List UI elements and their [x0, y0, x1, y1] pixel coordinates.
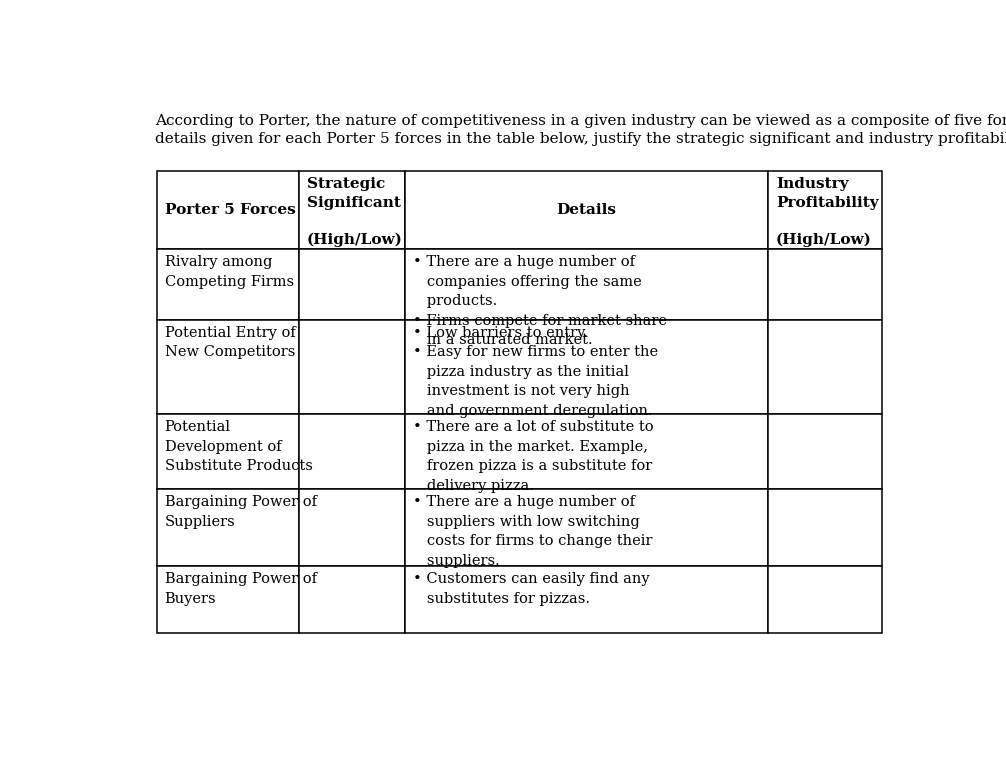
Bar — [404, 489, 769, 566]
Text: • There are a lot of substitute to
   pizza in the market. Example,
   frozen pi: • There are a lot of substitute to pizza… — [412, 420, 653, 493]
Text: Rivalry among
Competing Firms: Rivalry among Competing Firms — [165, 255, 294, 289]
Bar — [299, 171, 404, 249]
Text: According to Porter, the nature of competitiveness in a given industry can be vi: According to Porter, the nature of compe… — [155, 114, 1006, 128]
Bar — [299, 320, 404, 415]
Text: Bargaining Power of
Buyers: Bargaining Power of Buyers — [165, 572, 317, 605]
Bar — [299, 249, 404, 320]
Bar — [157, 415, 299, 489]
Text: • Low barriers to entry.
• Easy for new firms to enter the
   pizza industry as : • Low barriers to entry. • Easy for new … — [412, 326, 658, 418]
Bar — [404, 415, 769, 489]
Bar — [769, 566, 882, 633]
Bar — [299, 566, 404, 633]
Text: Industry
Profitability

(High/Low): Industry Profitability (High/Low) — [776, 177, 878, 247]
Text: Bargaining Power of
Suppliers: Bargaining Power of Suppliers — [165, 496, 317, 529]
Bar — [157, 320, 299, 415]
Bar — [299, 415, 404, 489]
Text: Porter 5 Forces: Porter 5 Forces — [165, 203, 296, 217]
Text: Details: Details — [556, 203, 617, 217]
Bar — [157, 489, 299, 566]
Text: • Customers can easily find any
   substitutes for pizzas.: • Customers can easily find any substitu… — [412, 572, 649, 605]
Text: • There are a huge number of
   companies offering the same
   products.
• Firms: • There are a huge number of companies o… — [412, 255, 667, 347]
Bar — [157, 249, 299, 320]
Bar — [769, 415, 882, 489]
Bar — [404, 320, 769, 415]
Bar — [404, 249, 769, 320]
Bar — [769, 489, 882, 566]
Text: details given for each Porter 5 forces in the table below, justify the strategic: details given for each Porter 5 forces i… — [155, 132, 1006, 146]
Text: • There are a huge number of
   suppliers with low switching
   costs for firms : • There are a huge number of suppliers w… — [412, 496, 652, 568]
Bar — [157, 171, 299, 249]
Bar — [157, 566, 299, 633]
Bar — [404, 566, 769, 633]
Bar — [299, 489, 404, 566]
Bar — [769, 171, 882, 249]
Text: Strategic
Significant

(High/Low): Strategic Significant (High/Low) — [307, 177, 402, 247]
Bar — [404, 171, 769, 249]
Bar — [769, 249, 882, 320]
Bar — [769, 320, 882, 415]
Text: Potential Entry of
New Competitors: Potential Entry of New Competitors — [165, 326, 296, 359]
Text: Potential
Development of
Substitute Products: Potential Development of Substitute Prod… — [165, 420, 313, 474]
